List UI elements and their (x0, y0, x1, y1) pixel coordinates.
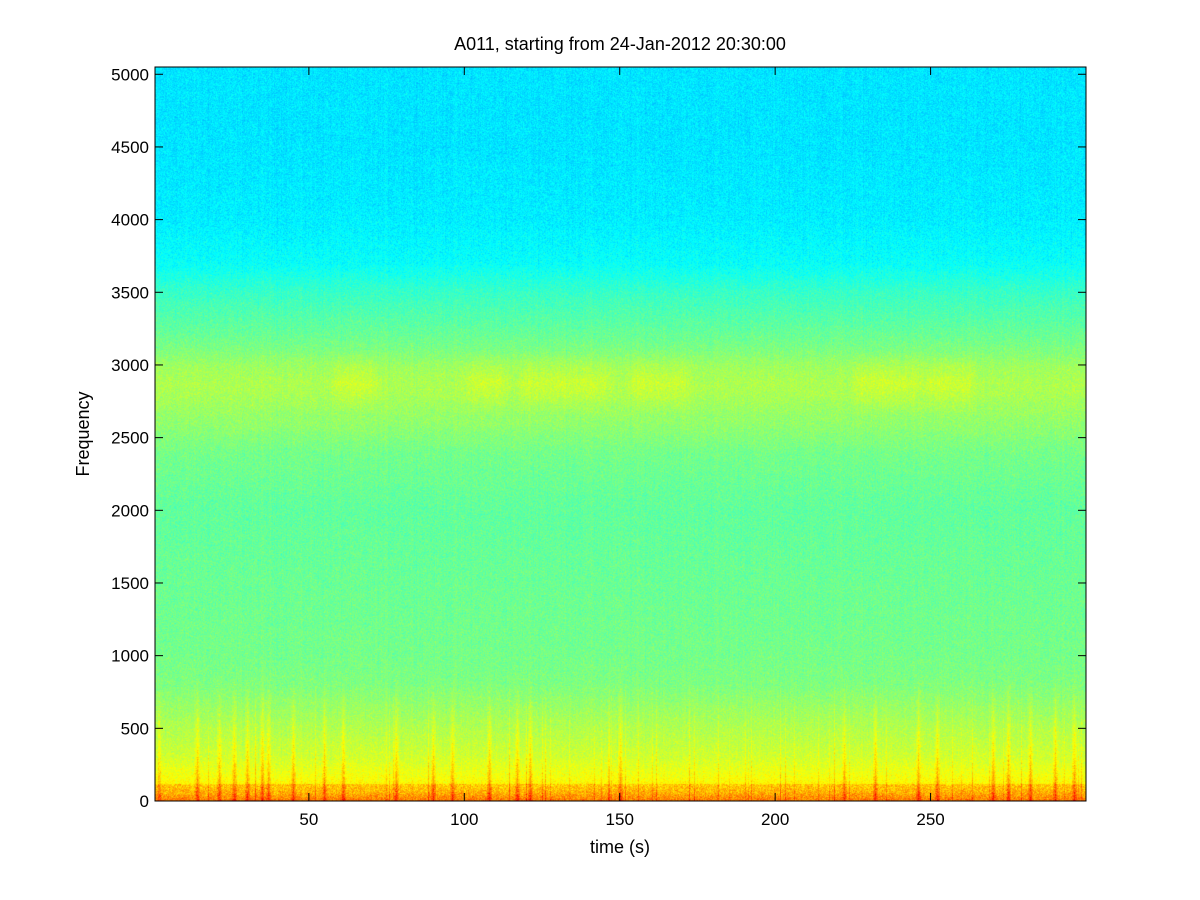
y-tick-label: 3500 (111, 283, 149, 302)
x-axis-label: time (s) (590, 837, 650, 857)
y-tick-label: 1500 (111, 574, 149, 593)
y-tick-label: 500 (121, 719, 149, 738)
y-tick-label: 5000 (111, 65, 149, 84)
y-tick-label: 4000 (111, 211, 149, 230)
y-tick-label: 3000 (111, 356, 149, 375)
y-axis-ticks: 0 500 1000 1500 2000 2500 3000 3500 4000 4500 5000 (111, 65, 1086, 811)
chart-title: A011, starting from 24-Jan-2012 20:30:00 (454, 34, 786, 54)
x-tick-label: 250 (916, 810, 944, 829)
y-tick-label: 2500 (111, 429, 149, 448)
y-tick-label: 2000 (111, 501, 149, 520)
y-tick-label: 0 (140, 792, 149, 811)
y-axis-label: Frequency (73, 391, 93, 476)
plot-area-frame (154, 66, 1087, 802)
y-tick-label: 4500 (111, 138, 149, 157)
x-tick-label: 100 (450, 810, 478, 829)
x-tick-label: 150 (606, 810, 634, 829)
x-tick-label: 50 (299, 810, 318, 829)
x-axis-ticks: 50 100 150 200 250 (299, 67, 945, 829)
spectrogram-image (155, 67, 1086, 801)
y-tick-label: 1000 (111, 647, 149, 666)
x-tick-label: 200 (761, 810, 789, 829)
